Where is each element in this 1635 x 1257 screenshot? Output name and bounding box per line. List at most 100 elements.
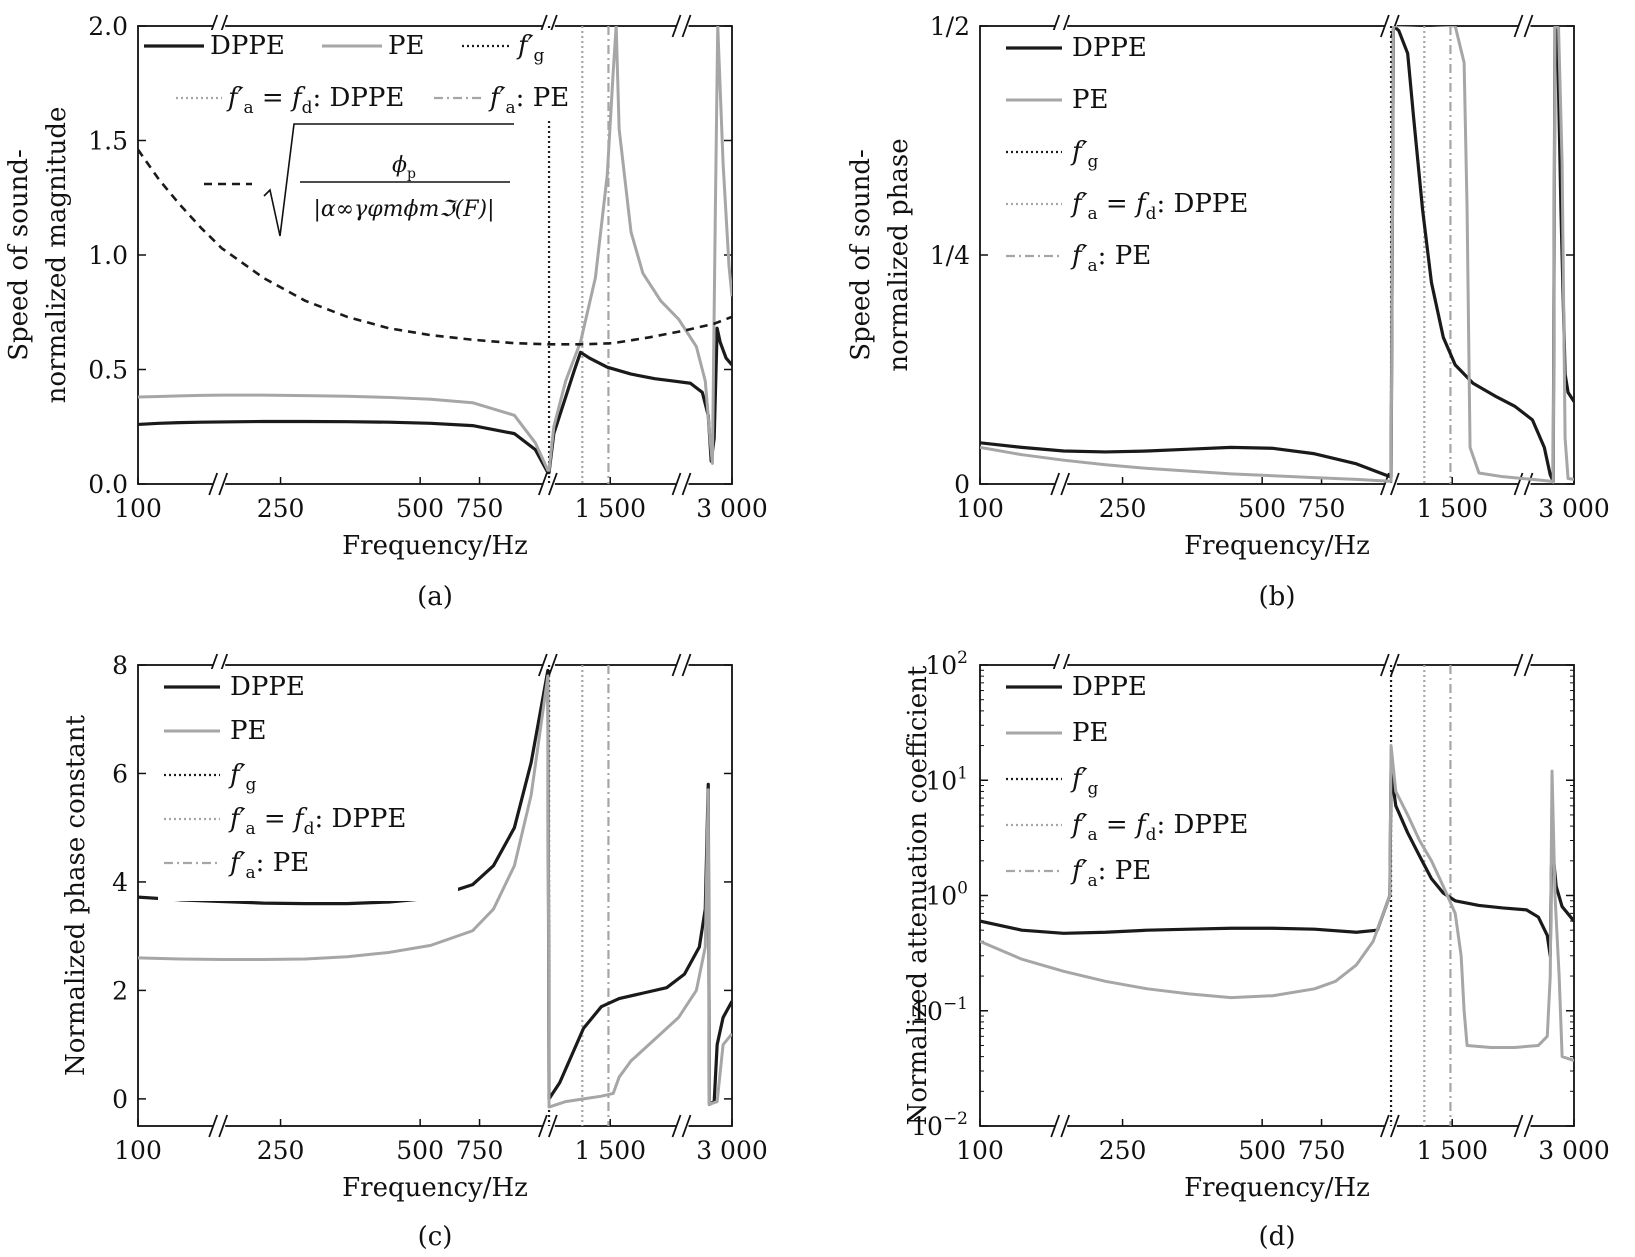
axis-break-mark xyxy=(1390,1114,1400,1138)
axis-break-mark xyxy=(208,1114,219,1138)
axis-break-mark xyxy=(1050,472,1061,496)
y-tick-label: 0 xyxy=(954,470,970,499)
axis-break-mark xyxy=(1380,14,1390,38)
legend-label-fa-pe: f′a: PE xyxy=(1070,241,1151,276)
axis-break-mark xyxy=(671,472,682,496)
axis-break-mark xyxy=(671,1114,682,1138)
axes-frame xyxy=(137,664,733,1127)
x-axis-title: Frequency/Hz xyxy=(1184,531,1370,561)
x-tick-label: 500 xyxy=(1238,494,1286,523)
legend-label-fa-dppe: f′a = fd: DPPE xyxy=(228,804,406,839)
x-tick-label: 250 xyxy=(1099,1136,1147,1165)
axis-break-mark xyxy=(1523,472,1534,496)
x-tick-label: 1 500 xyxy=(574,494,646,523)
legend-label-fg: f′g xyxy=(1070,137,1099,172)
legend-label-fa-dppe: f′a = fd: DPPE xyxy=(1070,189,1248,224)
y-tick-label: 0 xyxy=(112,1085,128,1114)
x-tick-label: 100 xyxy=(114,494,162,523)
axis-break-mark xyxy=(1523,1114,1534,1138)
y-tick-label: 4 xyxy=(112,868,128,897)
panel-d-attenuation: 100 250 500 750 1 500 3 000 10−2 10−1 100 101 102 F… xyxy=(903,648,1610,1252)
x-tick-label: 3 000 xyxy=(1538,494,1610,523)
legend-label-dppe: DPPE xyxy=(210,31,285,61)
svg-text:ϕp: ϕp xyxy=(392,153,416,182)
x-tick-label: 3 000 xyxy=(1538,1136,1610,1165)
y-tick-label: 0.0 xyxy=(88,470,128,499)
legend: DPPE PE f′g f′a = fd: DPPE f′a: PE xyxy=(158,669,458,901)
y-tick-label: 2.0 xyxy=(88,12,128,41)
panel-label: (d) xyxy=(1259,1222,1296,1252)
axis-break-mark xyxy=(208,472,219,496)
x-tick-label: 250 xyxy=(1099,494,1147,523)
axis-break-mark xyxy=(548,1114,558,1138)
axis-break-mark xyxy=(1523,653,1534,677)
legend-label-fa-dppe: f′a = fd: DPPE xyxy=(1070,810,1248,845)
x-axis-title: Frequency/Hz xyxy=(342,1173,528,1203)
x-tick-label: 250 xyxy=(257,1136,305,1165)
axis-break-mark xyxy=(548,653,558,677)
legend-label-pe: PE xyxy=(230,716,266,746)
legend-label-fa-pe: f′a: PE xyxy=(488,83,569,118)
axis-break-mark xyxy=(681,653,692,677)
x-tick-label: 500 xyxy=(1238,1136,1286,1165)
axis-break-mark xyxy=(1513,14,1524,38)
axis-break-mark xyxy=(671,653,682,677)
y-tick-label: 1.0 xyxy=(88,241,128,270)
axis-break-mark xyxy=(548,472,558,496)
x-tick-label: 1 500 xyxy=(1416,1136,1488,1165)
y-tick-label: 1/2 xyxy=(930,12,970,41)
y-tick-label: 0.5 xyxy=(88,356,128,385)
x-tick-label: 500 xyxy=(396,1136,444,1165)
axis-break-mark xyxy=(1060,472,1071,496)
legend-label-fa-pe: f′a: PE xyxy=(1070,856,1151,891)
panel-c-phase-constant: 100 250 500 750 1 500 3 000 0 2 4 6 8 Frequency/Hz (… xyxy=(61,651,768,1252)
y-axis-title: normalized phase xyxy=(884,138,914,371)
x-tick-label: 1 500 xyxy=(1416,494,1488,523)
y-axis-title: normalized magnitude xyxy=(42,107,72,404)
axis-break-mark xyxy=(1390,472,1400,496)
axis-break-mark xyxy=(218,472,229,496)
legend: DPPE PE f′g f′a = fd: DPPE f′a: PE xyxy=(1000,30,1300,302)
y-tick-label: 101 xyxy=(925,763,968,795)
axis-break-mark xyxy=(1523,14,1534,38)
panel-b-phase: 100 250 500 750 1 500 3 000 0 1/4 1/2 Frequency/H… xyxy=(846,12,1610,612)
series-pe xyxy=(980,744,1574,1062)
x-tick-label: 100 xyxy=(956,1136,1004,1165)
series-pe xyxy=(980,26,1574,484)
legend-label-envelope-formula: ϕp |α∞γφmϕmℑ(F)| xyxy=(263,123,514,237)
y-tick-label: 10−2 xyxy=(911,1109,968,1141)
y-tick-label: 1/4 xyxy=(930,241,970,270)
legend-label-fa-pe: f′a: PE xyxy=(228,848,309,883)
x-tick-label: 500 xyxy=(396,494,444,523)
axis-break-mark xyxy=(1513,1114,1524,1138)
axis-break-mark xyxy=(1060,1114,1071,1138)
axis-break-mark xyxy=(671,14,682,38)
axis-break-mark xyxy=(1050,1114,1061,1138)
y-axis-title: Normalized phase constant xyxy=(61,714,91,1075)
legend-label-fg: f′g xyxy=(1070,764,1099,799)
x-tick-label: 100 xyxy=(956,494,1004,523)
y-axis-title: Speed of sound- xyxy=(846,149,876,361)
axis-break-mark xyxy=(538,1114,548,1138)
x-axis-title: Frequency/Hz xyxy=(1184,1173,1370,1203)
x-tick-label: 750 xyxy=(1298,494,1346,523)
x-tick-label: 1 500 xyxy=(574,1136,646,1165)
y-tick-label: 1.5 xyxy=(88,127,128,156)
legend-label-dppe: DPPE xyxy=(1072,672,1147,702)
legend-label-fa-dppe: f′a = fd: DPPE xyxy=(226,83,404,118)
axis-break-mark xyxy=(1380,653,1390,677)
y-tick-label: 6 xyxy=(112,759,128,788)
axis-break-mark xyxy=(681,14,692,38)
axis-break-mark xyxy=(1513,653,1524,677)
legend-label-fg: f′g xyxy=(228,760,257,795)
series-pe xyxy=(138,674,732,1109)
x-tick-label: 250 xyxy=(257,494,305,523)
svg-text:|α∞γφmϕmℑ(F)|: |α∞γφmϕmℑ(F)| xyxy=(313,197,494,222)
axis-break-mark xyxy=(538,472,548,496)
x-tick-label: 750 xyxy=(456,494,504,523)
axis-break-mark xyxy=(1513,472,1524,496)
axis-break-mark xyxy=(218,1114,229,1138)
axis-break-mark xyxy=(1380,1114,1390,1138)
legend-label-pe: PE xyxy=(1072,85,1108,115)
